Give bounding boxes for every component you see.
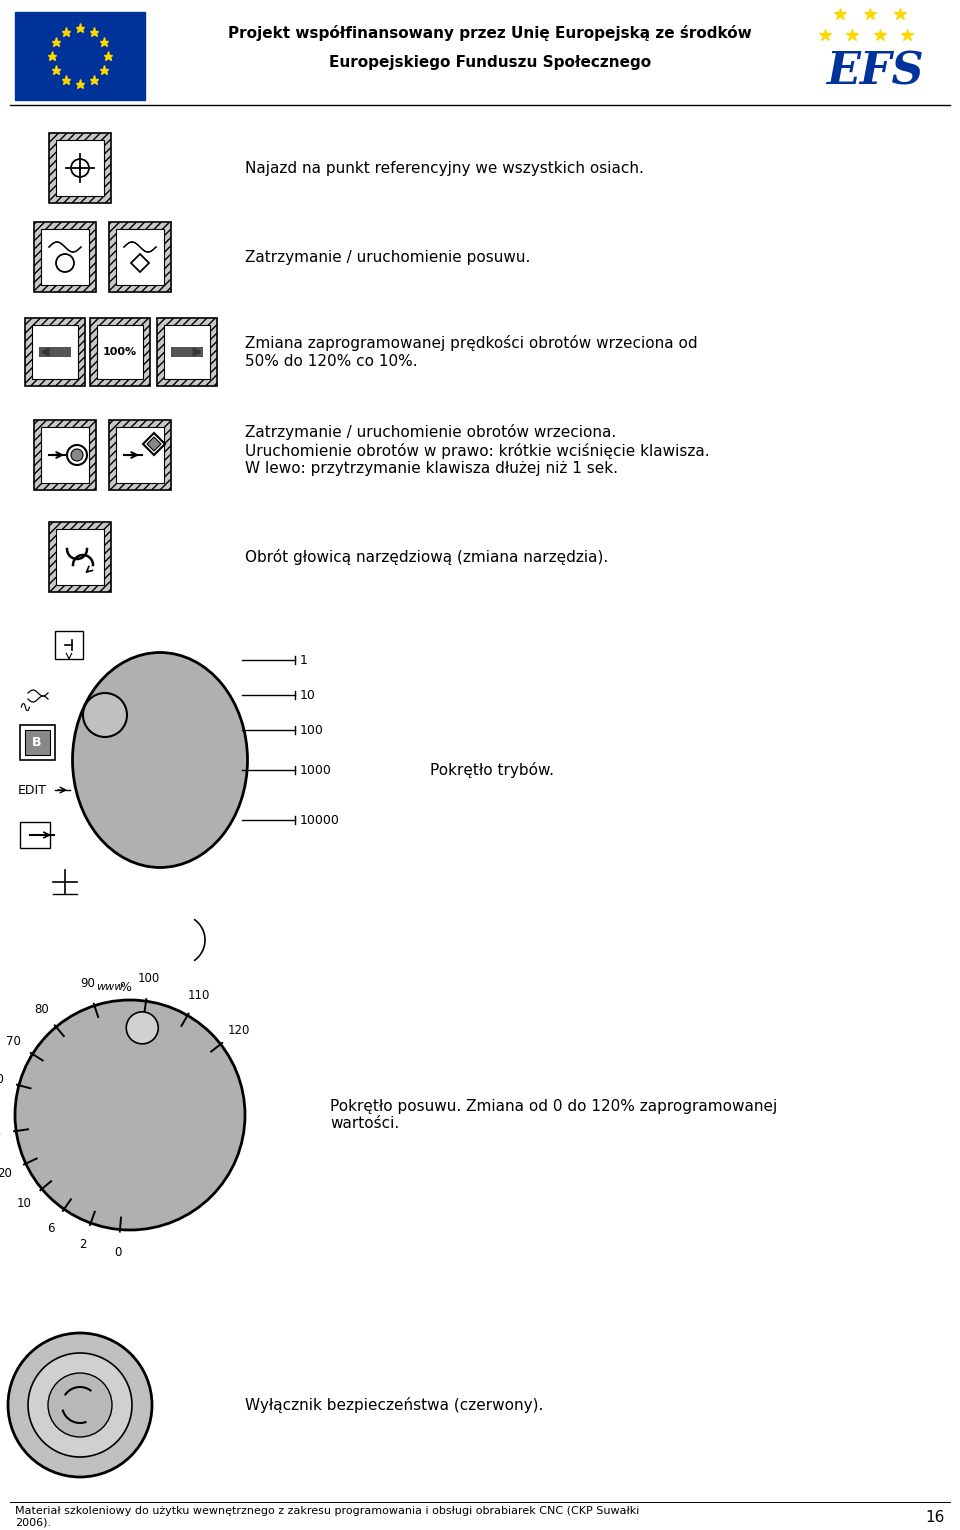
Bar [109, 222, 171, 292]
Bar [25, 318, 85, 386]
Text: Obrót głowicą narzędziową (zmiana narzędzia).: Obrót głowicą narzędziową (zmiana narzęd… [245, 549, 609, 565]
Text: 6: 6 [47, 1221, 55, 1235]
Bar [116, 230, 164, 285]
Bar [32, 324, 78, 379]
Text: Materiał szkoleniowy do użytku wewnętrznego z zakresu programowania i obsługi ob: Materiał szkoleniowy do użytku wewnętrzn… [15, 1506, 639, 1528]
Circle shape [71, 448, 83, 461]
Text: EDIT: EDIT [18, 783, 47, 797]
Bar [56, 141, 104, 196]
Circle shape [127, 1011, 158, 1043]
Text: 90: 90 [80, 978, 95, 990]
Bar [90, 318, 150, 386]
Text: 110: 110 [188, 988, 210, 1002]
Circle shape [8, 1333, 152, 1476]
Circle shape [48, 1372, 112, 1437]
Text: 10: 10 [17, 1196, 32, 1210]
Text: 60: 60 [0, 1073, 4, 1086]
Text: 16: 16 [925, 1510, 945, 1524]
Text: Projekt współfinansowany przez Unię Europejską ze środków: Projekt współfinansowany przez Unię Euro… [228, 24, 752, 41]
Bar [56, 529, 104, 584]
Text: 1000: 1000 [300, 763, 332, 777]
Bar [20, 725, 55, 760]
Bar [20, 822, 50, 848]
Text: Europejskiego Funduszu Społecznego: Europejskiego Funduszu Społecznego [329, 55, 651, 69]
Text: Pokrętło trybów.: Pokrętło trybów. [430, 762, 554, 777]
Text: 0: 0 [114, 1245, 122, 1259]
Circle shape [15, 1001, 245, 1230]
Circle shape [83, 693, 127, 737]
Bar [164, 324, 210, 379]
Text: www: www [96, 982, 124, 991]
Text: 10000: 10000 [300, 814, 340, 826]
Bar [49, 522, 111, 592]
Bar [55, 630, 83, 659]
Bar [34, 421, 96, 490]
Text: Najazd na punkt referencyjny we wszystkich osiach.: Najazd na punkt referencyjny we wszystki… [245, 161, 644, 176]
Ellipse shape [73, 652, 248, 868]
Text: EFS: EFS [827, 50, 924, 93]
Bar [171, 347, 203, 356]
Text: ∿: ∿ [18, 699, 32, 715]
Text: 10: 10 [300, 688, 316, 701]
Bar [41, 230, 89, 285]
Text: 100: 100 [138, 972, 160, 985]
Text: B: B [33, 736, 41, 748]
Text: 120: 120 [228, 1024, 250, 1036]
Text: 20: 20 [0, 1167, 12, 1180]
Polygon shape [147, 438, 161, 451]
Bar [49, 133, 111, 203]
Text: Wyłącznik bezpieczeństwa (czerwony).: Wyłącznik bezpieczeństwa (czerwony). [245, 1397, 543, 1414]
Bar [157, 318, 217, 386]
Bar [109, 421, 171, 490]
Bar [15, 12, 145, 99]
Text: Pokrętło posuwu. Zmiana od 0 do 120% zaprogramowanej
wartości.: Pokrętło posuwu. Zmiana od 0 do 120% zap… [330, 1099, 778, 1131]
Text: %: % [119, 981, 131, 993]
Text: 80: 80 [34, 1002, 49, 1016]
Text: 100: 100 [300, 724, 324, 736]
Bar [97, 324, 143, 379]
Bar [39, 347, 71, 356]
Text: 100%: 100% [103, 347, 137, 356]
Bar [116, 427, 164, 483]
Text: 70: 70 [6, 1036, 20, 1048]
Bar [25, 730, 50, 754]
Text: Zatrzymanie / uruchomienie obrotów wrzeciona.
Uruchomienie obrotów w prawo: krót: Zatrzymanie / uruchomienie obrotów wrzec… [245, 424, 709, 476]
Text: Zmiana zaprogramowanej prędkości obrotów wrzeciona od
50% do 120% co 10%.: Zmiana zaprogramowanej prędkości obrotów… [245, 335, 698, 369]
Text: Zatrzymanie / uruchomienie posuwu.: Zatrzymanie / uruchomienie posuwu. [245, 249, 530, 265]
Text: 2: 2 [79, 1238, 86, 1252]
Circle shape [28, 1353, 132, 1457]
Bar [34, 222, 96, 292]
Bar [41, 427, 89, 483]
Text: 1: 1 [300, 653, 308, 667]
